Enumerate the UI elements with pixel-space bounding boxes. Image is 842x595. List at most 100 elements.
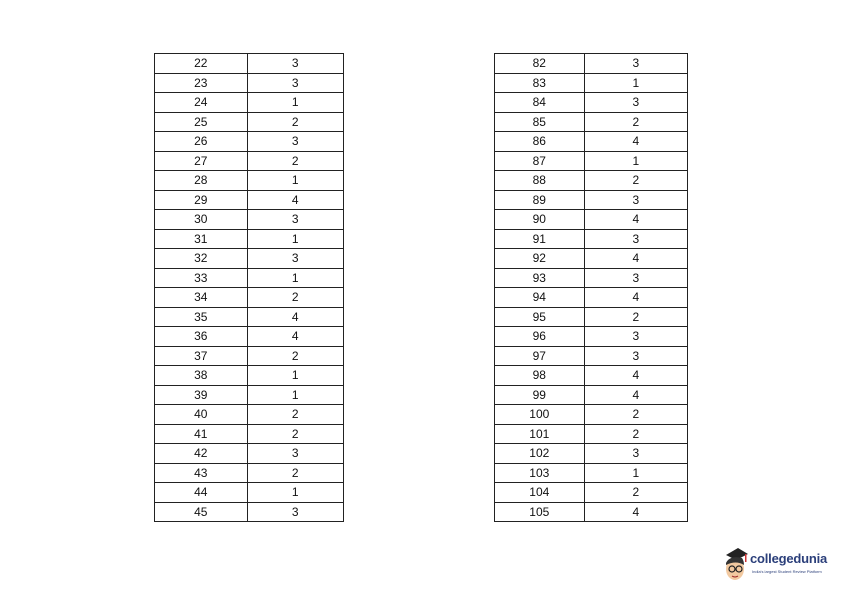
answer-cell: 3 (583, 345, 689, 366)
table-row: 33 1 (154, 267, 345, 288)
question-number-cell: 102 (494, 443, 585, 464)
answer-cell: 1 (246, 384, 345, 405)
table-row: 27 2 (154, 150, 345, 171)
table-row: 102 3 (494, 443, 689, 464)
question-number-cell: 37 (154, 345, 248, 366)
answer-cell: 1 (246, 228, 345, 249)
answer-cell: 3 (246, 209, 345, 230)
answer-cell: 3 (583, 443, 689, 464)
table-row: 97 3 (494, 345, 689, 366)
table-row: 23 3 (154, 72, 345, 93)
question-number-cell: 32 (154, 248, 248, 269)
question-number-cell: 38 (154, 365, 248, 386)
question-number-cell: 92 (494, 248, 585, 269)
table-row: 90 4 (494, 209, 689, 230)
question-number-cell: 44 (154, 482, 248, 503)
question-number-cell: 104 (494, 482, 585, 503)
table-row: 37 2 (154, 345, 345, 366)
answer-cell: 3 (583, 228, 689, 249)
question-number-cell: 95 (494, 306, 585, 327)
answer-cell: 3 (246, 248, 345, 269)
table-row: 89 3 (494, 189, 689, 210)
answer-cell: 4 (583, 384, 689, 405)
table-row: 31 1 (154, 228, 345, 249)
question-number-cell: 36 (154, 326, 248, 347)
answer-cell: 1 (583, 462, 689, 483)
question-number-cell: 39 (154, 384, 248, 405)
question-number-cell: 100 (494, 404, 585, 425)
question-number-cell: 25 (154, 111, 248, 132)
table-row: 96 3 (494, 326, 689, 347)
question-number-cell: 90 (494, 209, 585, 230)
table-row: 104 2 (494, 482, 689, 503)
table-row: 22 3 (154, 53, 345, 74)
answer-cell: 2 (583, 404, 689, 425)
table-row: 40 2 (154, 404, 345, 425)
question-number-cell: 84 (494, 92, 585, 113)
answer-cell: 3 (583, 267, 689, 288)
table-row: 93 3 (494, 267, 689, 288)
answer-cell: 4 (583, 131, 689, 152)
answer-cell: 1 (246, 267, 345, 288)
question-number-cell: 83 (494, 72, 585, 93)
table-row: 95 2 (494, 306, 689, 327)
answer-cell: 2 (583, 482, 689, 503)
table-row: 99 4 (494, 384, 689, 405)
answer-cell: 4 (246, 189, 345, 210)
question-number-cell: 30 (154, 209, 248, 230)
table-row: 35 4 (154, 306, 345, 327)
question-number-cell: 27 (154, 150, 248, 171)
table-row: 32 3 (154, 248, 345, 269)
answer-cell: 4 (246, 326, 345, 347)
answer-cell: 1 (246, 365, 345, 386)
answer-cell: 2 (246, 287, 345, 308)
table-row: 42 3 (154, 443, 345, 464)
answer-cell: 1 (583, 150, 689, 171)
question-number-cell: 28 (154, 170, 248, 191)
question-number-cell: 26 (154, 131, 248, 152)
answer-cell: 3 (583, 326, 689, 347)
table-row: 28 1 (154, 170, 345, 191)
table-row: 24 1 (154, 92, 345, 113)
answer-cell: 2 (246, 150, 345, 171)
answer-cell: 4 (583, 365, 689, 386)
table-row: 101 2 (494, 423, 689, 444)
question-number-cell: 40 (154, 404, 248, 425)
answer-cell: 2 (246, 111, 345, 132)
question-number-cell: 42 (154, 443, 248, 464)
table-row: 38 1 (154, 365, 345, 386)
table-row: 41 2 (154, 423, 345, 444)
question-number-cell: 105 (494, 501, 585, 522)
question-number-cell: 24 (154, 92, 248, 113)
answer-cell: 3 (246, 501, 345, 522)
logo-tagline: India's largest Student Review Platform (752, 569, 822, 574)
answer-cell: 3 (583, 189, 689, 210)
answer-cell: 3 (246, 443, 345, 464)
question-number-cell: 89 (494, 189, 585, 210)
answer-cell: 4 (583, 287, 689, 308)
answer-cell: 1 (246, 92, 345, 113)
answer-cell: 1 (246, 170, 345, 191)
table-row: 84 3 (494, 92, 689, 113)
table-row: 30 3 (154, 209, 345, 230)
table-row: 94 4 (494, 287, 689, 308)
question-number-cell: 82 (494, 53, 585, 74)
answer-cell: 1 (246, 482, 345, 503)
answer-cell: 2 (246, 404, 345, 425)
question-number-cell: 86 (494, 131, 585, 152)
table-row: 83 1 (494, 72, 689, 93)
answer-cell: 4 (583, 248, 689, 269)
question-number-cell: 98 (494, 365, 585, 386)
answer-key-table-left: 22 3 23 3 24 1 25 2 26 3 27 2 28 1 29 4 30 3 31 1 32 3 33 1 34 2 3… (154, 53, 345, 522)
question-number-cell: 34 (154, 287, 248, 308)
question-number-cell: 91 (494, 228, 585, 249)
table-row: 36 4 (154, 326, 345, 347)
question-number-cell: 31 (154, 228, 248, 249)
question-number-cell: 87 (494, 150, 585, 171)
question-number-cell: 33 (154, 267, 248, 288)
answer-cell: 2 (583, 111, 689, 132)
table-row: 88 2 (494, 170, 689, 191)
question-number-cell: 101 (494, 423, 585, 444)
question-number-cell: 22 (154, 53, 248, 74)
answer-cell: 3 (246, 72, 345, 93)
